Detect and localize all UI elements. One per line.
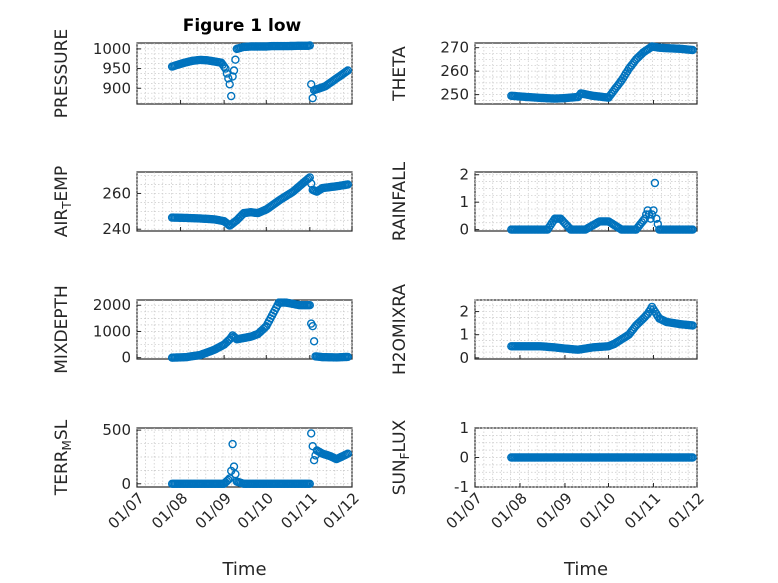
x-tick-label: 01/12 [320, 489, 363, 532]
data-point [649, 206, 658, 215]
data-point [231, 469, 240, 479]
x-axis-label: Time [563, 559, 608, 580]
y-tick-label: 0 [459, 349, 469, 367]
y-tick-label: 270 [440, 39, 469, 57]
y-tick-label: 0 [121, 349, 131, 367]
x-tick-label: 01/09 [532, 489, 575, 532]
x-tick-label: 01/08 [488, 489, 531, 532]
panel-mixdepth: 0 1000 2000 MIXDEPTH [52, 285, 353, 374]
y-tick-label: 0 [121, 475, 131, 493]
data-point [343, 66, 352, 75]
data-point [688, 225, 697, 234]
plot-area [136, 427, 353, 488]
data-point [688, 321, 697, 330]
plot-area [136, 299, 353, 360]
y-tick-label: 1 [459, 419, 469, 437]
data-point [342, 67, 351, 76]
panel-air-temp: 240 260 AIRTEMP [52, 166, 353, 238]
data-point [688, 453, 697, 462]
y-axis-label: MIXDEPTH [52, 285, 72, 374]
data-point [343, 180, 352, 189]
data-point [305, 301, 314, 310]
data-point [343, 449, 352, 458]
x-axis-label: Time [221, 559, 266, 580]
data-point [308, 442, 317, 451]
x-tick-label: 01/09 [192, 489, 235, 532]
data-point [221, 64, 230, 73]
data-point [228, 439, 237, 449]
x-tick-label: 01/07 [105, 489, 148, 532]
data-point [343, 352, 352, 362]
y-tick-label: 2 [459, 166, 469, 184]
data-point [219, 62, 229, 71]
data-point [308, 322, 317, 331]
data-point [652, 214, 661, 223]
y-tick-label: 1000 [93, 322, 131, 340]
y-tick-label: 2000 [93, 296, 131, 314]
y-axis-label: AIRTEMP [52, 166, 74, 237]
figure-title: Figure 1 low [183, 16, 302, 36]
data-point [688, 45, 697, 55]
data-point [646, 214, 655, 223]
data-point [642, 210, 651, 219]
data-point [224, 74, 233, 83]
y-tick-label: 2 [459, 303, 469, 321]
data-point [640, 214, 649, 223]
x-tick-label: 01/10 [576, 489, 619, 532]
data-point [309, 337, 319, 346]
data-point [226, 91, 236, 101]
data-point [308, 93, 317, 103]
y-tick-label: 260 [102, 184, 131, 202]
y-tick-label: 1000 [93, 40, 131, 58]
y-tick-label: 1 [459, 193, 469, 211]
y-tick-label: 260 [440, 62, 469, 80]
data-point [650, 178, 660, 188]
plot-area [136, 171, 353, 232]
y-axis-label: TERRMSL [52, 419, 74, 496]
data-point [309, 456, 319, 465]
plot-area [474, 171, 698, 232]
data-point [307, 429, 316, 438]
x-tick-label: 01/11 [277, 489, 320, 532]
y-tick-label: -1 [454, 478, 469, 496]
y-tick-label: 240 [102, 220, 131, 238]
x-tick-label: 01/12 [665, 489, 708, 532]
y-axis-label: RAINFALL [390, 161, 410, 241]
x-tick-label: 01/11 [621, 489, 664, 532]
y-tick-label: 1 [459, 326, 469, 344]
panel-h2omixra: 0 1 2 H2OMIXRA [390, 284, 698, 375]
y-tick-label: 0 [459, 449, 469, 467]
y-axis-label: SUNFLUX [390, 419, 412, 495]
data-point [647, 210, 657, 219]
y-tick-label: 950 [102, 60, 131, 78]
data-point [225, 474, 234, 483]
y-axis-label: H2OMIXRA [390, 284, 410, 375]
panel-theta: 250 260 270 THETA [390, 39, 698, 105]
y-tick-label: 0 [459, 221, 469, 239]
x-tick-label: 01/08 [148, 489, 191, 532]
data-point [225, 80, 234, 89]
data-point [228, 72, 237, 81]
y-tick-label: 250 [440, 86, 469, 104]
y-axis-label: PRESSURE [52, 29, 72, 118]
data-point [224, 475, 233, 484]
panel-rainfall: 0 1 2 RAINFALL [390, 161, 698, 241]
y-axis-label: THETA [390, 46, 410, 102]
x-tick-label: 01/10 [234, 489, 277, 532]
data-point [231, 55, 240, 64]
y-tick-label: 500 [102, 421, 131, 439]
data-point [305, 479, 314, 488]
data-point [305, 41, 314, 50]
data-point [229, 66, 239, 75]
y-tick-label: 900 [102, 79, 131, 97]
data-point [229, 462, 239, 471]
